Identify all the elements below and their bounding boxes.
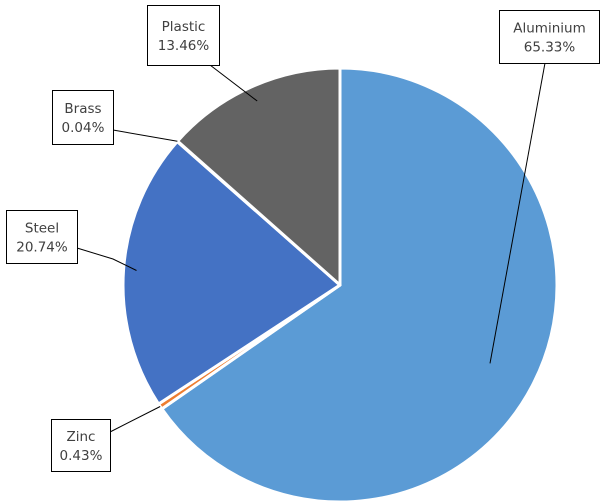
data-label-name-brass: Brass [64,101,101,117]
data-label-value-plastic: 13.46% [158,38,210,54]
data-label-box-steel [6,210,78,264]
data-label-name-aluminium: Aluminium [513,21,585,37]
data-label-box-brass [52,90,114,145]
data-label-value-brass: 0.04% [62,120,105,136]
data-labels: Aluminium 65.33% Zinc 0.43% Steel 20.74% Brass… [6,5,600,472]
data-label-value-zinc: 0.43% [60,448,103,464]
pie-slices [121,66,559,504]
pie-slice-plastic [176,66,342,287]
data-label-name-zinc: Zinc [67,429,96,445]
pie-slice-aluminium [160,66,559,504]
leader-line-plastic [209,64,258,102]
leader-lines [76,62,546,433]
pie-slice-steel [121,140,342,406]
data-label-name-plastic: Plastic [162,19,206,35]
leader-line-steel [76,247,137,271]
leader-line-aluminium [489,62,546,364]
data-label-box-plastic [147,5,220,66]
data-label-box-aluminium [499,10,600,64]
leader-line-zinc [109,406,161,433]
data-label-box-zinc [51,419,111,472]
data-label-name-steel: Steel [25,221,59,237]
data-label-value-aluminium: 65.33% [524,40,576,56]
data-label-value-steel: 20.74% [16,240,68,256]
leader-line-brass [112,129,178,142]
